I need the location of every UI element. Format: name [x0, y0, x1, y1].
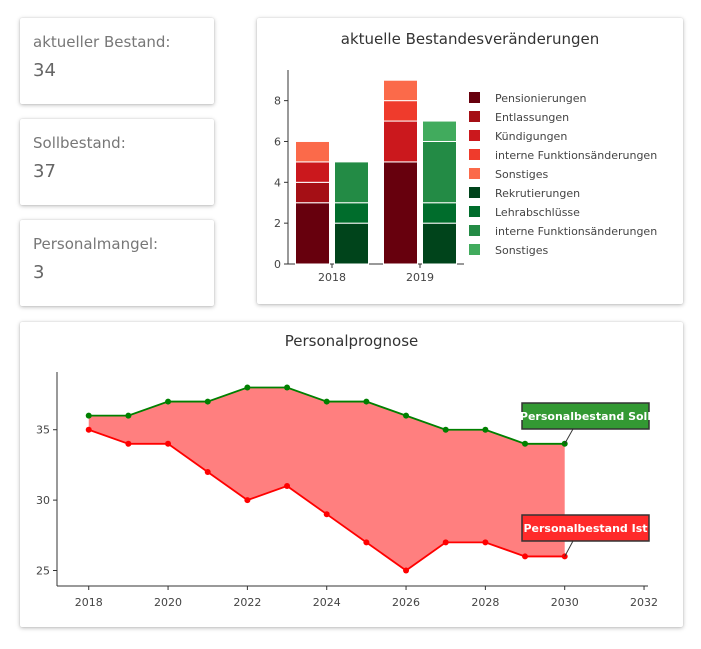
- data-point: [284, 483, 291, 490]
- legend-swatch: [469, 130, 480, 141]
- callout-leader: [564, 540, 574, 557]
- x-tick-label: 2032: [630, 596, 658, 609]
- data-point: [125, 412, 132, 419]
- bar-segment: [383, 161, 418, 265]
- legend-label: interne Funktionsänderungen: [495, 149, 657, 162]
- data-point: [204, 398, 211, 405]
- y-tick-label: 30: [36, 494, 50, 507]
- data-point: [244, 384, 251, 391]
- x-tick-label: 2030: [551, 596, 579, 609]
- y-tick-label: 25: [36, 565, 50, 578]
- callout-leader: [564, 428, 574, 445]
- data-point: [482, 539, 489, 546]
- legend-swatch: [469, 244, 480, 255]
- legend-label: Kündigungen: [495, 130, 567, 143]
- legend-swatch: [469, 187, 480, 198]
- chart-title: aktuelle Bestandesveränderungen: [340, 30, 600, 48]
- data-point: [363, 539, 370, 546]
- legend-swatch: [469, 149, 480, 160]
- data-point: [165, 440, 172, 447]
- legend-label: Sonstiges: [495, 244, 549, 257]
- data-point: [85, 426, 92, 433]
- chart-title: Personalprognose: [284, 332, 419, 350]
- series-callout-box: [521, 402, 650, 430]
- data-point: [561, 440, 568, 447]
- x-tick-label: 2018: [75, 596, 103, 609]
- forecast-card: Personalprognose 25 30 35 2018 2020 2022 2024 2…: [20, 322, 683, 627]
- data-point: [403, 412, 410, 419]
- data-point: [284, 384, 291, 391]
- kpi-value: 37: [33, 161, 56, 182]
- bar-segment: [383, 79, 418, 102]
- bar-segment: [383, 100, 418, 122]
- legend-label: Sonstiges: [495, 168, 549, 181]
- data-point: [522, 440, 529, 447]
- data-point: [165, 398, 172, 405]
- y-tick-label: 8: [274, 95, 281, 108]
- data-point: [85, 412, 92, 419]
- forecast-chart: 25 30 35 2018 2020 2022 2024 2026 2028 2030 2032 Pe…: [36, 372, 658, 609]
- gap-area: [88, 387, 565, 571]
- legend-label: interne Funktionsänderungen: [495, 225, 657, 238]
- kpi-card-current-stock: aktueller Bestand: 34: [20, 18, 214, 104]
- series-callout-box: [521, 514, 650, 542]
- bar-segment: [295, 140, 330, 163]
- data-point: [403, 567, 410, 574]
- data-point: [125, 440, 132, 447]
- data-point: [323, 398, 330, 405]
- bar-segment: [334, 161, 369, 204]
- series-callout-label: Personalbestand Soll: [520, 410, 651, 423]
- bar-segment: [295, 181, 330, 204]
- bar-segment: [334, 202, 369, 224]
- bar-segment: [422, 140, 457, 204]
- kpi-label: Sollbestand:: [33, 134, 126, 152]
- stock-changes-card: aktuelle Bestandesveränderungen 0 2 4 6 8 201…: [257, 18, 683, 304]
- kpi-label: Personalmangel:: [33, 235, 159, 253]
- kpi-card-target-stock: Sollbestand: 37: [20, 119, 214, 205]
- kpi-label: aktueller Bestand:: [33, 33, 171, 51]
- bar-segment: [422, 202, 457, 224]
- bar-segment: [295, 202, 330, 265]
- legend-label: Lehrabschlüsse: [495, 206, 580, 219]
- data-point: [323, 511, 330, 518]
- kpi-value: 3: [33, 262, 45, 283]
- bar-segment: [422, 222, 457, 265]
- x-tick-label: 2026: [392, 596, 420, 609]
- data-point: [244, 497, 251, 504]
- bar-segment: [295, 161, 330, 183]
- x-tick-label: 2020: [154, 596, 182, 609]
- legend-label: Rekrutierungen: [495, 187, 580, 200]
- legend-label: Pensionierungen: [495, 92, 587, 105]
- series-callout-label: Personalbestand Ist: [523, 522, 647, 535]
- legend-swatch: [469, 225, 480, 236]
- x-tick-label: 2024: [313, 596, 341, 609]
- x-tick-label: 2018: [318, 271, 346, 284]
- stock-changes-chart: 0 2 4 6 8 2018 2019 Pensionierungen Entlassungen…: [274, 70, 657, 284]
- legend-swatch: [469, 92, 480, 103]
- y-tick-label: 35: [36, 424, 50, 437]
- y-tick-label: 2: [274, 217, 281, 230]
- x-tick-label: 2019: [406, 271, 434, 284]
- bar-segment: [334, 222, 369, 265]
- data-point: [442, 539, 449, 546]
- data-point: [522, 553, 529, 560]
- data-point: [482, 426, 489, 433]
- legend-swatch: [469, 206, 480, 217]
- data-point: [204, 468, 211, 475]
- kpi-value: 34: [33, 60, 56, 81]
- legend-swatch: [469, 111, 480, 122]
- data-point: [363, 398, 370, 405]
- legend-swatch: [469, 168, 480, 179]
- data-point: [442, 426, 449, 433]
- x-tick-label: 2022: [233, 596, 261, 609]
- y-tick-label: 6: [274, 135, 281, 148]
- x-tick-label: 2028: [471, 596, 499, 609]
- bar-segment: [422, 120, 457, 142]
- y-tick-label: 0: [274, 258, 281, 271]
- bar-segment: [383, 120, 418, 163]
- y-tick-label: 4: [274, 176, 281, 189]
- legend-label: Entlassungen: [495, 111, 569, 124]
- kpi-card-shortage: Personalmangel: 3: [20, 220, 214, 306]
